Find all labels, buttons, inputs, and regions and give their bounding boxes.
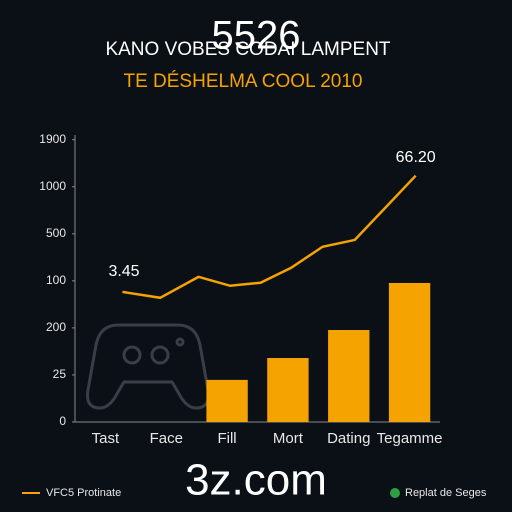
x-tick-label: Tast [92, 430, 120, 447]
legend-label: Replat de Seges [405, 487, 487, 499]
bar [206, 379, 248, 422]
y-tick-label: 0 [59, 414, 66, 428]
bar [328, 330, 370, 422]
x-tick-label: Mort [273, 430, 304, 447]
legend-swatch [390, 488, 400, 498]
x-tick-label: Fill [217, 430, 236, 447]
y-tick-label: 200 [46, 320, 66, 334]
x-tick-label: Dating [327, 430, 370, 447]
x-tick-label: Tegamme [377, 430, 443, 447]
annotation: 3.45 [108, 263, 139, 280]
legend-label: VFC5 Protinate [46, 487, 121, 499]
y-tick-label: 500 [46, 226, 66, 240]
gamepad-icon [86, 323, 210, 410]
bar [267, 358, 309, 422]
line [122, 174, 417, 300]
chart-subtitle: TE DÉSHELMA COOL 2010 [123, 71, 362, 92]
overlay-number: 5526 [212, 14, 301, 58]
annotation: 66.20 [396, 149, 436, 166]
y-tick-label: 25 [53, 367, 67, 381]
y-tick-label: 100 [46, 273, 66, 287]
y-tick-label: 1000 [39, 179, 66, 193]
x-tick-label: Face [150, 430, 183, 447]
chart-title: KANO VOBES CODAI LAMPENT [105, 39, 390, 60]
bar [388, 282, 431, 422]
watermark: 3z.com [185, 456, 327, 505]
y-tick-label: 1900 [39, 132, 66, 146]
